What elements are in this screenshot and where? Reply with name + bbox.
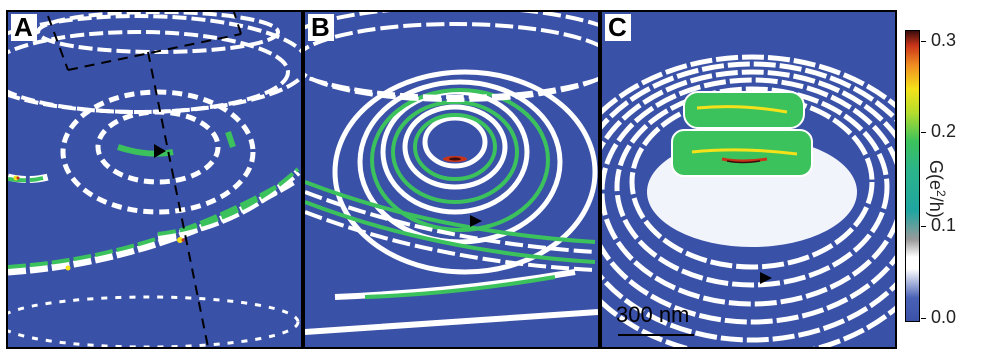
scale-bar: 300 nm	[614, 302, 764, 344]
colorbar	[905, 30, 920, 322]
panel-a-label: A	[11, 14, 37, 41]
colorbar-tick	[921, 132, 926, 133]
colorbar-title-suffix: /h)	[926, 196, 946, 218]
panel-a-image	[8, 12, 301, 347]
scale-bar-label: 300 nm	[616, 302, 690, 327]
panel-b: B	[303, 10, 600, 349]
panel-c: C 300 nm	[600, 10, 897, 349]
colorbar-tick	[921, 226, 926, 227]
colorbar-tick-label: 0.2	[931, 121, 957, 141]
colorbar-title-exponent: 2	[934, 190, 948, 197]
panel-c-label: C	[605, 14, 631, 41]
panel-b-label: B	[308, 14, 334, 41]
colorbar-tick	[921, 318, 926, 319]
scale-bar-line	[618, 334, 694, 336]
panel-c-image	[602, 54, 895, 347]
colorbar-tick-label: 0.1	[931, 215, 957, 235]
panel-b-image	[305, 12, 598, 335]
colorbar-tick	[921, 41, 926, 42]
panel-a: A	[6, 10, 303, 349]
colorbar-tick-label: 0.3	[931, 30, 957, 50]
colorbar-title: G(e2/h)	[925, 160, 948, 218]
colorbar-title-prefix: G(e	[926, 160, 946, 191]
colorbar-tick-label: 0.0	[931, 307, 957, 327]
